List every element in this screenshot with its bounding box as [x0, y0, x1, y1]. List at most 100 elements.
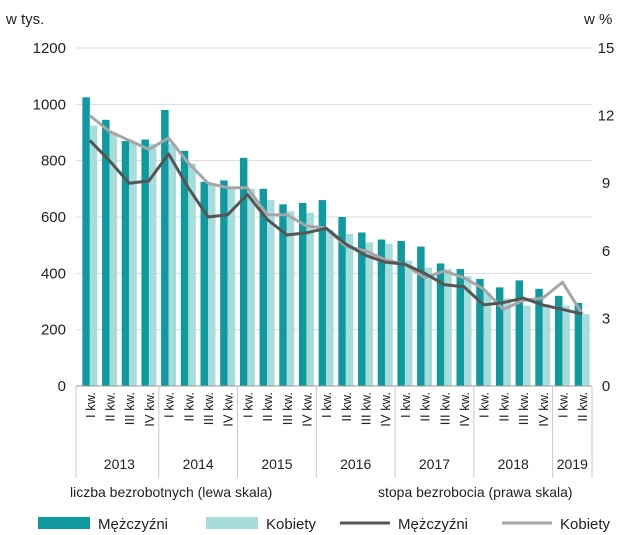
- left-scale-caption: liczba bezrobotnych (lewa skala): [70, 484, 272, 500]
- quarter-label: I kw.: [319, 392, 334, 418]
- bar-men: [338, 217, 346, 386]
- bar-women: [306, 212, 314, 386]
- left-tick-label: 0: [58, 378, 66, 395]
- left-axis-label: w tys.: [5, 11, 44, 28]
- bar-men: [102, 119, 110, 386]
- bar-men: [476, 278, 484, 386]
- bar-women: [326, 229, 334, 386]
- bar-men: [397, 240, 405, 386]
- lines: [88, 114, 584, 316]
- quarter-labels: I kw. II kw. III kw. IV kw. I kw. II kw. III k…: [83, 392, 590, 427]
- bar-women: [129, 142, 137, 386]
- legend-swatch-bar-men: [38, 517, 90, 529]
- bar-men: [298, 202, 307, 386]
- bar-women: [424, 267, 433, 386]
- bar-men: [515, 280, 524, 386]
- quarter-label: I kw.: [555, 392, 570, 418]
- bar-men: [318, 200, 327, 386]
- bar-women: [385, 243, 393, 386]
- bar-women: [345, 233, 354, 386]
- bar-men: [141, 139, 149, 386]
- quarter-label: IV kw.: [457, 392, 472, 427]
- legend-label-bar-men: Mężczyźni: [98, 516, 168, 533]
- line-men: [88, 139, 583, 316]
- bar-men: [417, 246, 425, 386]
- bar-men: [456, 269, 464, 386]
- bar-men: [574, 302, 583, 386]
- year-label: 2019: [557, 456, 588, 472]
- bar-women: [188, 163, 196, 386]
- year-label: 2018: [498, 456, 529, 472]
- bar-women: [582, 314, 590, 386]
- bar-men: [495, 287, 504, 386]
- right-tick-label: 12: [598, 108, 615, 125]
- quarter-label: II kw.: [339, 392, 354, 422]
- year-label: 2015: [261, 456, 292, 472]
- right-axis-label: w %: [583, 11, 612, 28]
- quarter-label: II kw.: [181, 392, 196, 422]
- left-axis-ticks: 0 200 400 600 800 1000 1200: [33, 40, 66, 395]
- quarter-label: II kw.: [575, 392, 590, 422]
- bar-women: [89, 125, 98, 386]
- bar-women: [148, 143, 157, 386]
- quarter-label: I kw.: [83, 392, 98, 418]
- left-tick-label: 1200: [33, 40, 66, 57]
- right-tick-label: 0: [602, 378, 610, 395]
- quarter-label: IV kw.: [299, 392, 314, 427]
- quarter-label: II kw.: [103, 392, 118, 422]
- quarter-label: III kw.: [437, 392, 452, 425]
- left-tick-label: 800: [41, 153, 66, 170]
- bar-men: [200, 181, 208, 386]
- bar-men: [358, 232, 366, 386]
- bar-women: [523, 305, 531, 386]
- quarter-label: IV kw.: [221, 392, 236, 427]
- bar-women: [444, 269, 452, 386]
- quarter-label: II kw.: [496, 392, 511, 422]
- bar-women: [542, 304, 551, 386]
- bar-women: [227, 187, 236, 386]
- quarter-label: II kw.: [260, 392, 275, 422]
- bar-men: [259, 188, 268, 386]
- bar-women: [247, 188, 255, 386]
- left-tick-label: 400: [41, 265, 66, 282]
- bar-women: [483, 293, 492, 386]
- bar-men: [279, 204, 287, 386]
- year-labels: 2013 2014 2015 2016 2017 2018 2019: [75, 386, 593, 478]
- bar-men: [535, 288, 543, 386]
- quarter-label: III kw.: [516, 392, 531, 425]
- left-tick-label: 600: [41, 209, 66, 226]
- bar-women: [365, 242, 374, 386]
- left-tick-label: 1000: [33, 96, 66, 113]
- quarter-label: III kw.: [280, 392, 295, 425]
- quarter-label: IV kw.: [378, 392, 393, 427]
- quarter-label: IV kw.: [536, 392, 551, 427]
- legend-label-line-men: Mężczyźni: [398, 516, 468, 533]
- quarter-label: III kw.: [201, 392, 216, 425]
- bar-men: [239, 157, 248, 386]
- bar-men: [180, 150, 189, 386]
- bar-women: [168, 143, 177, 386]
- legend-swatch-bar-women: [206, 517, 258, 529]
- year-label: 2017: [419, 456, 450, 472]
- right-axis-ticks: 0 3 6 9 12 15: [598, 40, 615, 395]
- year-label: 2013: [104, 456, 135, 472]
- bar-men: [82, 97, 90, 387]
- bar-men: [121, 140, 130, 386]
- bar-women: [286, 211, 295, 386]
- right-scale-caption: stopa bezrobocia (prawa skala): [378, 484, 573, 500]
- quarter-label: I kw.: [477, 392, 492, 418]
- quarter-label: IV kw.: [142, 392, 157, 427]
- left-tick-label: 200: [41, 322, 66, 339]
- bar-women: [503, 298, 511, 386]
- bar-women: [464, 276, 472, 386]
- bar-men: [377, 239, 386, 386]
- right-tick-label: 3: [602, 310, 610, 327]
- quarter-label: I kw.: [162, 392, 177, 418]
- legend: Mężczyźni Kobiety Mężczyźni Kobiety: [38, 516, 611, 533]
- right-tick-label: 9: [602, 175, 610, 192]
- bar-men: [554, 295, 563, 386]
- quarter-label: III kw.: [122, 392, 137, 425]
- right-tick-label: 6: [602, 243, 610, 260]
- quarter-label: I kw.: [398, 392, 413, 418]
- bar-women: [109, 132, 118, 386]
